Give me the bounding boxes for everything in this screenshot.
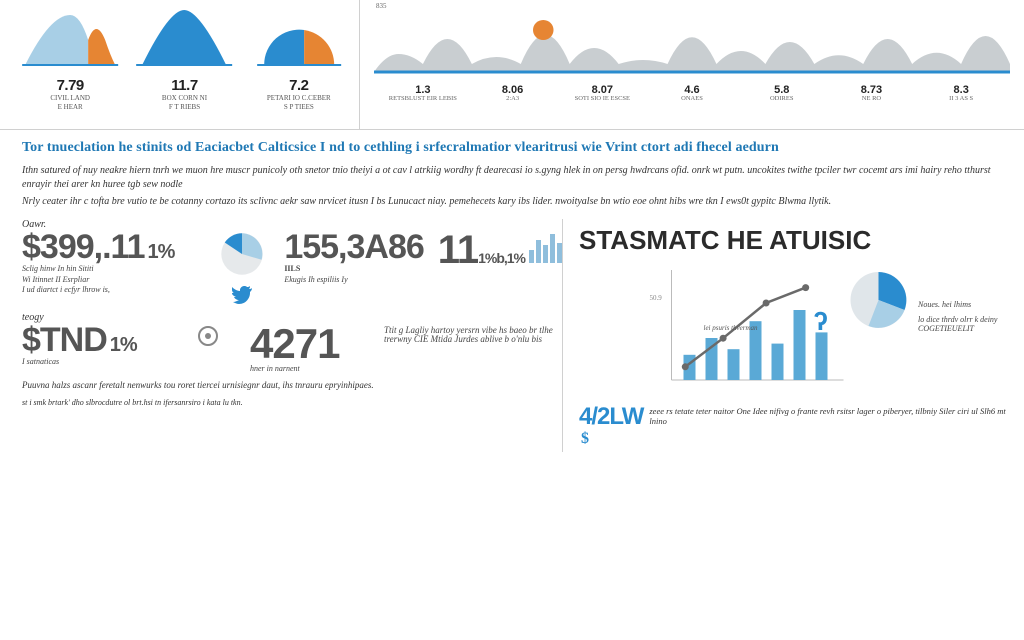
wave-stat-1: 8.062:A3 bbox=[468, 84, 558, 103]
side-title: STASMATC HE ATUISIC bbox=[579, 225, 1008, 256]
wave-stat-3: 4.6ONAES bbox=[647, 84, 737, 103]
svg-text:$: $ bbox=[581, 430, 589, 447]
r1-sub2: IILS bbox=[284, 265, 423, 274]
wave-stat-6: 8.3II 3 AS S bbox=[916, 84, 1006, 103]
hill-2-label-a: BOX CORN NI bbox=[132, 95, 236, 103]
hill-3-label-b: S P TIEES bbox=[247, 104, 351, 112]
side-legend-2: lo dice thrdv olrr k deiny COGETIEUELIT bbox=[918, 315, 1008, 333]
side-combo-chart: 50.9 lei psuris thverman ʔ Noues. hei lh… bbox=[579, 260, 1008, 400]
hill-2-svg bbox=[132, 10, 236, 70]
row2-big1: $TND bbox=[22, 324, 107, 356]
metric-row-1: $399,.11 1% Sclig hinw In hin Sititi Wi … bbox=[22, 231, 562, 306]
hill-3-label-a: PETARI IO C.CEBER bbox=[247, 95, 351, 103]
hill-3-svg bbox=[247, 10, 351, 70]
intro-block: Ithn satured of nuy neakre hiern tnrh we… bbox=[0, 162, 1024, 219]
wave-stat-2: 8.07SOTI SIO IE ESCSE bbox=[557, 84, 647, 103]
row2-pct: 1% bbox=[110, 336, 137, 355]
mini-bars-icon bbox=[529, 231, 562, 263]
hill-card-2: 11.7 BOX CORN NI F T RIEBS bbox=[132, 10, 236, 125]
side-callout: 4/2LW $ zeee rs tetate teter naitor One … bbox=[579, 406, 1008, 453]
wave-stat-5: 8.73NE RO bbox=[827, 84, 917, 103]
side-callout-key: 4/2LW bbox=[579, 406, 643, 428]
top-hill-group: 7.79 CIVIL LAND E HEAR 11.7 BOX CORN NI … bbox=[0, 0, 360, 129]
hill-2-value: 11.7 bbox=[132, 77, 236, 94]
hill-card-3: 7.2 PETARI IO C.CEBER S P TIEES bbox=[247, 10, 351, 125]
row2-big2: 4271 bbox=[250, 320, 339, 367]
row1-pct: 1% bbox=[147, 243, 174, 262]
wave-stats-row: 1.3RETSBLUST EIR LEBIS 8.062:A3 8.07SOTI… bbox=[374, 84, 1010, 103]
intro-p1: Ithn satured of nuy neakre hiern tnrh we… bbox=[22, 164, 1002, 191]
row1-big1: $399,.11 bbox=[22, 231, 144, 263]
r2-sub1: I satnaticas bbox=[22, 358, 182, 367]
r1-sub-c: I ud diartct i ecfyr lhrow is, bbox=[22, 286, 200, 295]
mini-pie-icon bbox=[219, 231, 265, 277]
r2-sub2: hner in narnent bbox=[250, 365, 370, 374]
hill-1-label-a: CIVIL LAND bbox=[18, 95, 122, 103]
r1-sub-a: Sclig hinw In hin Sititi bbox=[22, 265, 200, 274]
side-legend-1: Noues. hei lhims bbox=[918, 300, 1008, 309]
hill-2-label-b: F T RIEBS bbox=[132, 104, 236, 112]
side-glyph-icon: ʔ bbox=[814, 306, 828, 336]
gear-icon bbox=[196, 324, 220, 348]
hill-1-label-b: E HEAR bbox=[18, 104, 122, 112]
intro-p2: Nrly ceater ihr c tofta bre vutio te be … bbox=[22, 195, 1002, 209]
r2-desc: Ttit g Lagliy hartoy yersrn vibe hs baeo… bbox=[384, 326, 562, 346]
top-wave-panel: 835 1.3RETSBLUST EIR LEBIS 8.062:A3 8.07… bbox=[360, 0, 1024, 129]
right-column: STASMATC HE ATUISIC 50.9 lei psuris thv bbox=[562, 219, 1024, 453]
wave-stat-4: 5.8ODIRES bbox=[737, 84, 827, 103]
side-callout-text: zeee rs tetate teter naitor One Idee nif… bbox=[649, 406, 1008, 427]
row1-big2: 155,3A86 bbox=[284, 228, 423, 266]
dollar-icon: $ bbox=[579, 427, 609, 447]
left-foot-1: Puuvna halzs ascanr feretalt nenwurks to… bbox=[22, 380, 542, 392]
r1-sub-b: Wi Itinnet II Esrpliar bbox=[22, 276, 200, 285]
wave-svg bbox=[374, 6, 1010, 80]
hill-1-svg bbox=[18, 10, 122, 70]
article-headline: Tor tnueclation he stinits od Eaciacbet … bbox=[0, 130, 1024, 162]
metric-row-2: $TND 1% I satnaticas 4271 hner in narnen… bbox=[22, 324, 562, 375]
row1-pct3: 1%b,1% bbox=[478, 252, 525, 265]
hill-card-1: 7.79 CIVIL LAND E HEAR bbox=[18, 10, 122, 125]
side-ytick: 50.9 bbox=[650, 294, 663, 302]
left-foot-2: st i smk brtark' dho slbrocdutre ol brt.… bbox=[22, 398, 542, 408]
wave-stat-0: 1.3RETSBLUST EIR LEBIS bbox=[378, 84, 468, 103]
bird-icon bbox=[230, 282, 254, 306]
side-legend: Noues. hei lhims lo dice thrdv olrr k de… bbox=[918, 300, 1008, 334]
side-note1: lei psuris thverman bbox=[704, 324, 759, 332]
top-band: 7.79 CIVIL LAND E HEAR 11.7 BOX CORN NI … bbox=[0, 0, 1024, 130]
hill-3-value: 7.2 bbox=[247, 77, 351, 94]
r1-sub3: Ekugis Ih espiliis Iy bbox=[284, 276, 423, 285]
left-column: Oawr. $399,.11 1% Sclig hinw In hin Siti… bbox=[22, 219, 562, 453]
hill-1-value: 7.79 bbox=[18, 77, 122, 94]
wave-marker-icon bbox=[533, 20, 554, 40]
main-columns: Oawr. $399,.11 1% Sclig hinw In hin Siti… bbox=[0, 219, 1024, 453]
row1-big3: 11 bbox=[438, 231, 478, 269]
